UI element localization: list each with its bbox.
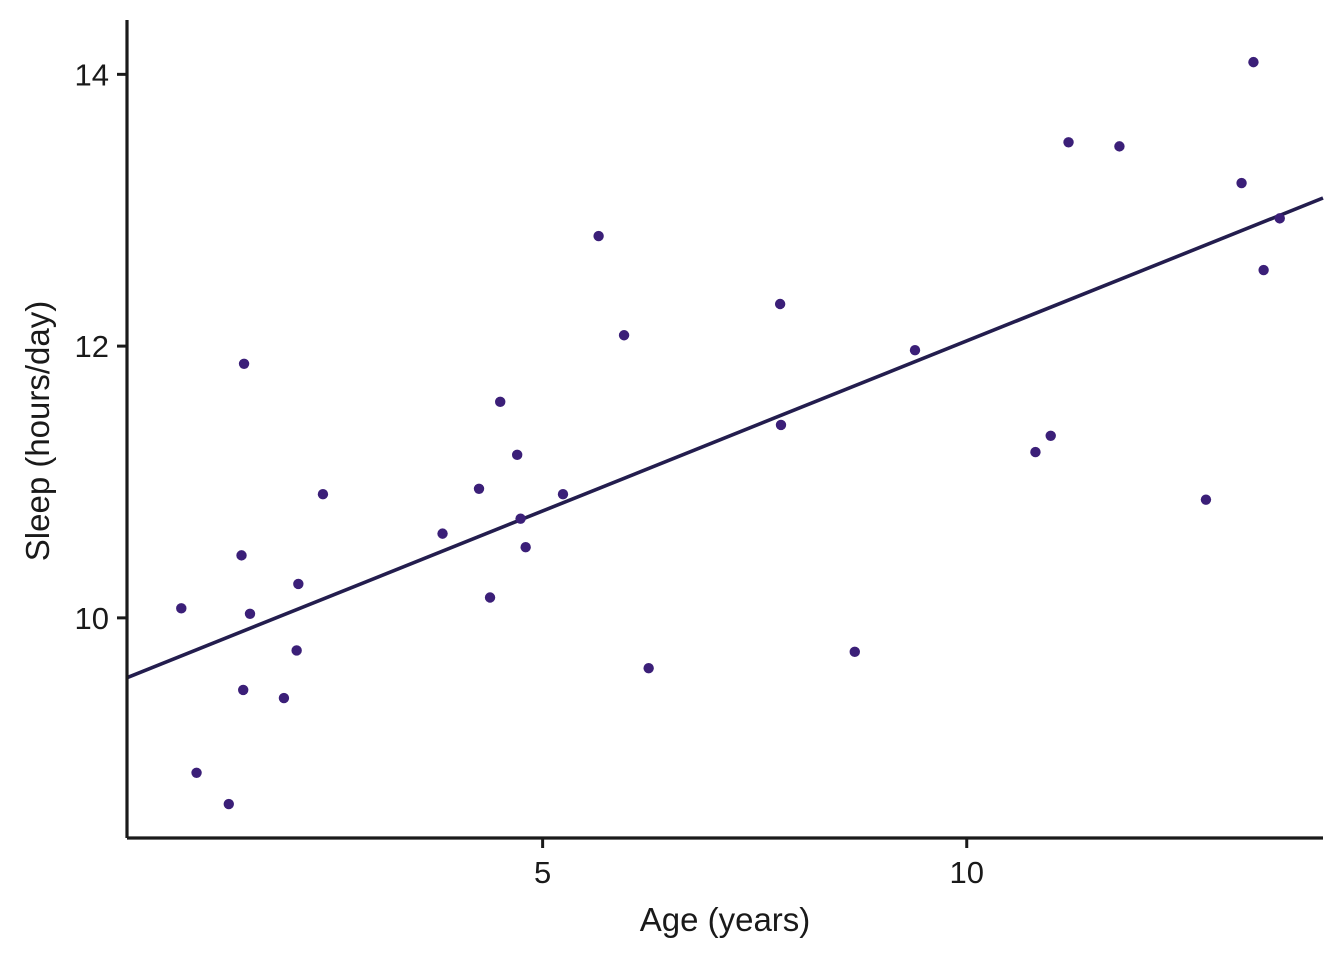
regression-line [126,196,1324,680]
data-point [618,330,630,341]
data-point [278,692,290,704]
data-point [643,662,654,674]
data-point [909,344,921,356]
data-point [484,592,496,603]
x-tick-label: 10 [950,855,984,890]
data-point [236,550,247,561]
x-axis-ticks: 5 10 [534,838,984,890]
data-point [849,646,860,658]
data-point [520,542,531,553]
data-point [515,513,526,524]
y-tick-label: 10 [75,601,109,636]
data-point [244,608,256,619]
data-point [1114,141,1125,152]
y-tick-label: 12 [75,329,109,364]
data-point [176,603,187,614]
data-point [1200,494,1212,505]
data-point [495,396,506,408]
data-point [473,483,485,494]
data-point [317,489,329,500]
data-point [437,528,448,539]
data-point [191,767,202,778]
data-point [511,449,523,461]
data-point [775,419,787,431]
x-tick-label: 5 [534,855,551,890]
data-point [293,578,304,590]
data-point [1274,213,1285,224]
y-tick-label: 14 [75,57,109,92]
plot-area [126,56,1324,810]
data-point [774,298,786,310]
data-point [1236,177,1247,189]
data-point [1030,446,1041,458]
data-point [238,684,249,696]
data-point [223,798,234,810]
data-point [1248,56,1259,68]
data-point [1063,137,1074,148]
data-point [291,645,302,656]
data-point [1045,430,1056,441]
x-axis-title: Age (years) [640,901,811,938]
data-point [1258,264,1269,276]
data-point [593,230,604,242]
data-point [238,358,250,369]
data-point [557,489,569,500]
y-axis-ticks: 10 12 14 [75,57,127,636]
y-axis-title: Sleep (hours/day) [19,301,56,561]
